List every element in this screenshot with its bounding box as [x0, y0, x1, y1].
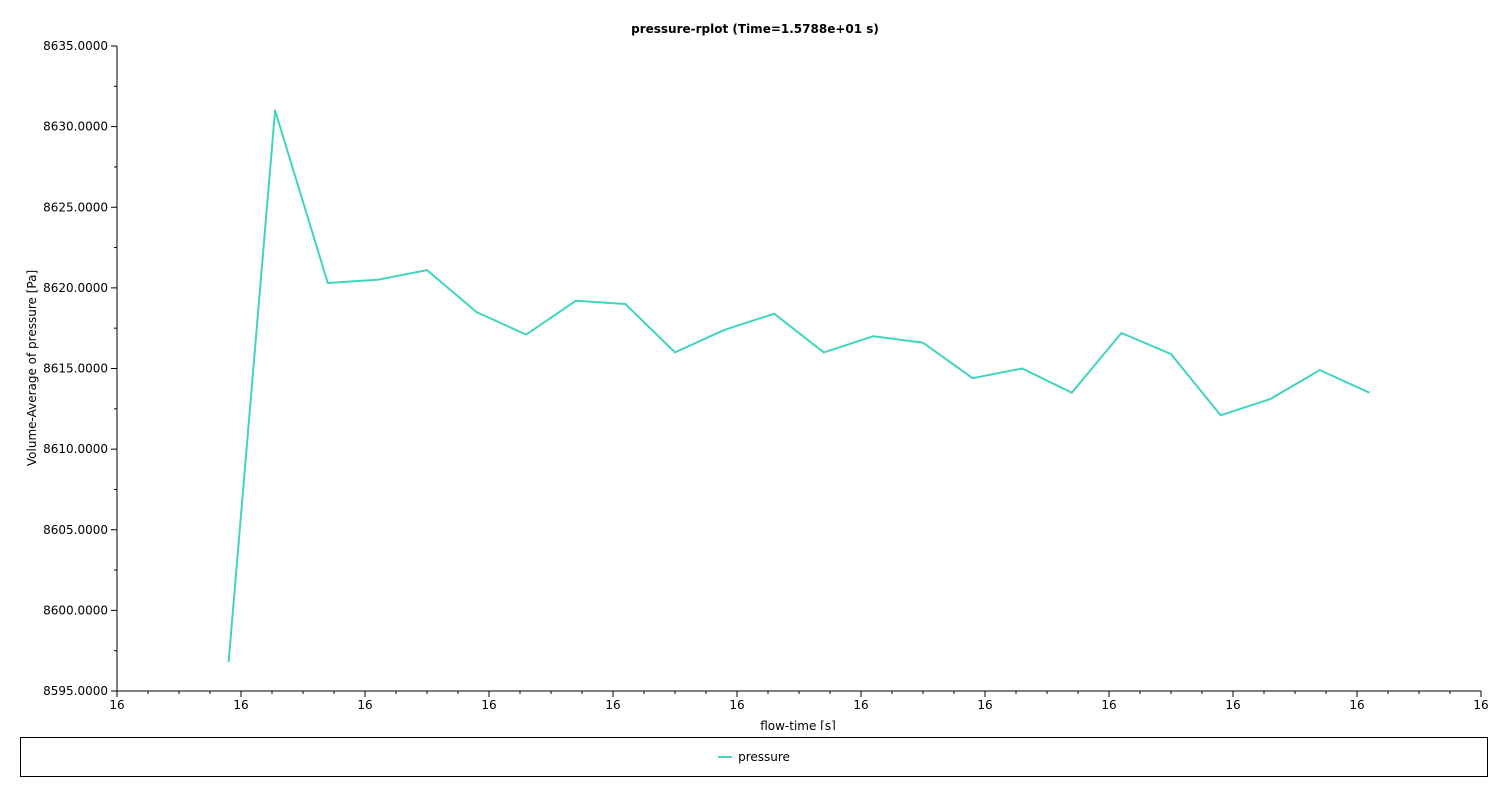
axes: 8595.0000 8600.0000 8605.0000 8610.0000 8615… — [43, 39, 1489, 712]
legend-item-pressure[interactable]: pressure — [718, 750, 790, 764]
chart-title: pressure-rplot (Time=1.5788e+01 s) — [631, 22, 879, 36]
x-axis-label: flow-time [s] — [760, 719, 836, 730]
legend-label: pressure — [738, 750, 790, 764]
series-layer — [227, 109, 1370, 663]
y-tick-label: 8595.0000 — [43, 684, 108, 698]
pressure-chart: pressure-rplot (Time=1.5788e+01 s) 8595.… — [25, 22, 1489, 730]
series-line-pressure — [227, 109, 1370, 663]
y-axis-label: Volume-Average of pressure [Pa] — [25, 270, 39, 466]
x-tick-label: 16 — [605, 698, 620, 712]
x-tick-label: 16 — [233, 698, 248, 712]
y-tick-label: 8605.0000 — [43, 523, 108, 537]
y-tick-label: 8610.0000 — [43, 442, 108, 456]
y-tick-label: 8625.0000 — [43, 200, 108, 214]
x-tick-label: 16 — [729, 698, 744, 712]
x-tick-label: 16 — [357, 698, 372, 712]
x-tick-label: 16 — [109, 698, 124, 712]
legend-swatch — [718, 756, 733, 758]
x-tick-label: 16 — [853, 698, 868, 712]
y-tick-label: 8615.0000 — [43, 362, 108, 376]
y-tick-label: 8630.0000 — [43, 120, 108, 134]
x-tick-label: 16 — [977, 698, 992, 712]
y-tick-label: 8620.0000 — [43, 281, 108, 295]
y-tick-label: 8635.0000 — [43, 39, 108, 53]
y-tick-label: 8600.0000 — [43, 603, 108, 617]
legend: pressure — [20, 737, 1488, 777]
x-tick-label: 16 — [1225, 698, 1240, 712]
x-tick-label: 16 — [1349, 698, 1364, 712]
x-tick-label: 16 — [1101, 698, 1116, 712]
x-tick-label: 16 — [1473, 698, 1488, 712]
x-tick-label: 16 — [481, 698, 496, 712]
